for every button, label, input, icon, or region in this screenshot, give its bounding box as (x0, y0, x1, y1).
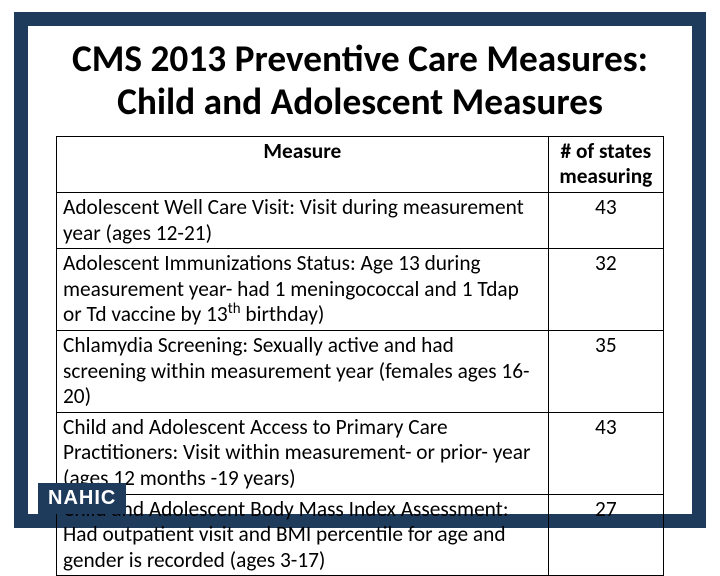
slide-frame: CMS 2013 Preventive Care Measures: Child… (14, 12, 706, 528)
count-cell: 27 (548, 494, 663, 576)
nahic-logo: NAHIC (38, 483, 126, 514)
table-row: Child and Adolescent Access to Primary C… (57, 412, 664, 494)
header-measure: Measure (57, 136, 549, 192)
count-cell: 43 (548, 412, 663, 494)
header-count: # of states measuring (548, 136, 663, 192)
table-row: Adolescent Well Care Visit: Visit during… (57, 193, 664, 249)
measure-cell: Adolescent Well Care Visit: Visit during… (57, 193, 549, 249)
slide: CMS 2013 Preventive Care Measures: Child… (0, 0, 720, 540)
title-line-1: CMS 2013 Preventive Care Measures: (72, 36, 648, 82)
measure-cell: Child and Adolescent Access to Primary C… (57, 412, 549, 494)
measure-cell: Child and Adolescent Body Mass Index Ass… (57, 494, 549, 576)
table-row: Child and Adolescent Body Mass Index Ass… (57, 494, 664, 576)
count-cell: 35 (548, 331, 663, 413)
measures-table: Measure # of states measuring Adolescent… (56, 136, 664, 576)
table-row: Adolescent Immunizations Status: Age 13 … (57, 249, 664, 331)
slide-title: CMS 2013 Preventive Care Measures: Child… (56, 38, 664, 124)
title-line-2: Child and Adolescent Measures (117, 79, 603, 125)
count-cell: 43 (548, 193, 663, 249)
count-cell: 32 (548, 249, 663, 331)
table-header-row: Measure # of states measuring (57, 136, 664, 192)
measure-cell: Chlamydia Screening: Sexually active and… (57, 331, 549, 413)
measure-cell: Adolescent Immunizations Status: Age 13 … (57, 249, 549, 331)
table-row: Chlamydia Screening: Sexually active and… (57, 331, 664, 413)
